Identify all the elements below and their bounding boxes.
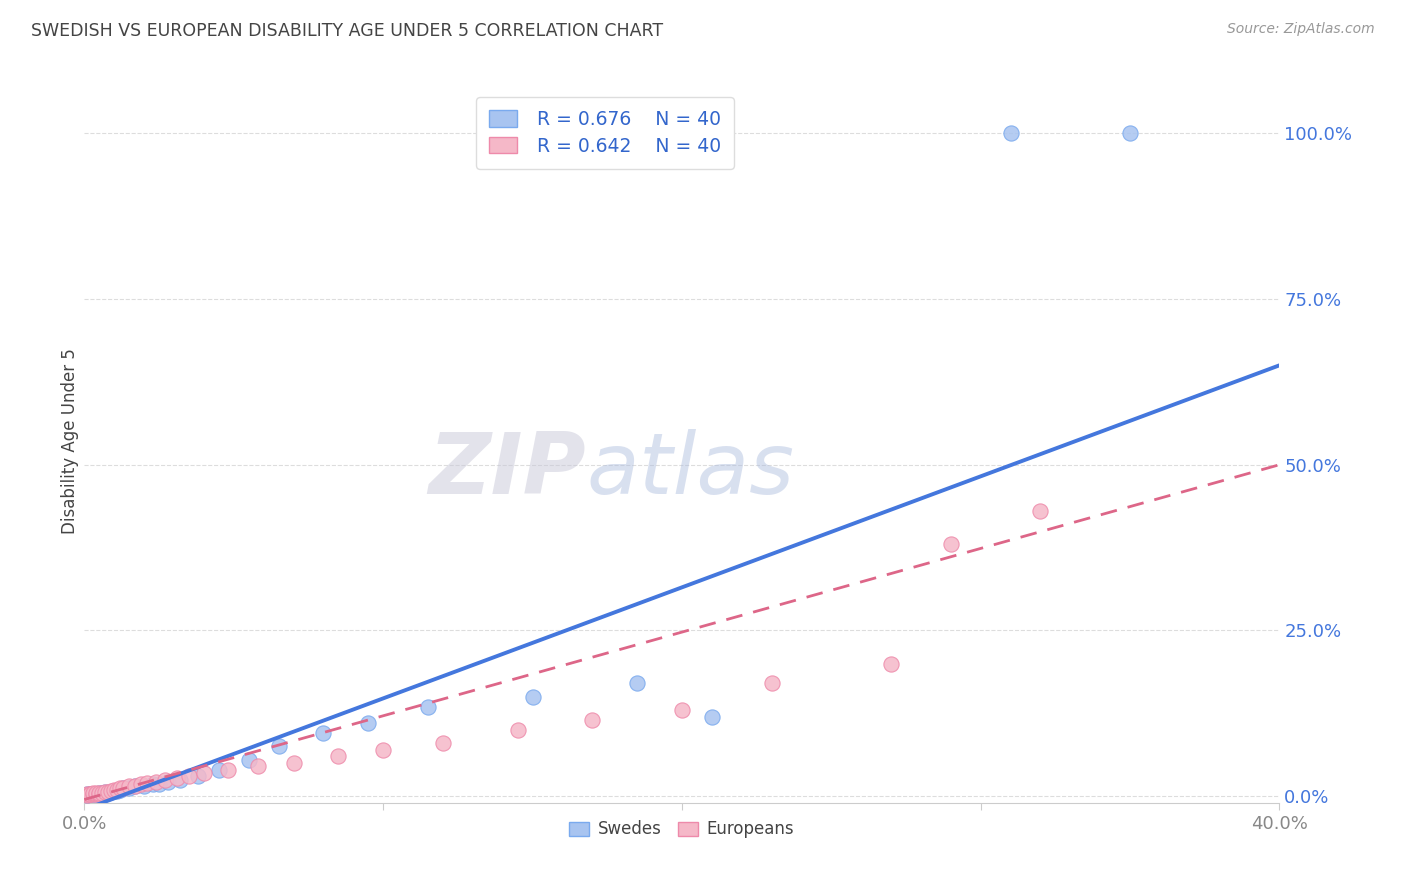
- Point: [169, 772, 191, 787]
- Point: [187, 769, 209, 783]
- Point: [105, 782, 128, 797]
- Point: [86, 787, 108, 801]
- Point: [112, 781, 135, 796]
- Point: [153, 772, 176, 787]
- Point: [416, 699, 439, 714]
- Point: [193, 766, 215, 780]
- Point: [82, 786, 104, 800]
- Point: [700, 709, 723, 723]
- Point: [118, 781, 141, 796]
- Point: [166, 771, 188, 785]
- Point: [94, 785, 117, 799]
- Text: SWEDISH VS EUROPEAN DISABILITY AGE UNDER 5 CORRELATION CHART: SWEDISH VS EUROPEAN DISABILITY AGE UNDER…: [31, 22, 664, 40]
- Point: [157, 774, 180, 789]
- Point: [217, 763, 239, 777]
- Text: ZIP: ZIP: [429, 429, 586, 512]
- Point: [76, 787, 98, 801]
- Point: [238, 753, 260, 767]
- Point: [89, 787, 111, 801]
- Point: [91, 787, 114, 801]
- Point: [91, 786, 114, 800]
- Point: [97, 786, 120, 800]
- Point: [94, 785, 117, 799]
- Point: [100, 785, 122, 799]
- Point: [312, 726, 335, 740]
- Point: [132, 779, 156, 793]
- Point: [86, 786, 108, 800]
- Point: [1029, 504, 1052, 518]
- Point: [522, 690, 544, 704]
- Point: [103, 784, 125, 798]
- Point: [145, 774, 167, 789]
- Point: [506, 723, 529, 737]
- Y-axis label: Disability Age Under 5: Disability Age Under 5: [62, 349, 80, 534]
- Point: [246, 759, 269, 773]
- Point: [89, 786, 111, 800]
- Point: [79, 787, 101, 801]
- Point: [283, 756, 305, 770]
- Point: [328, 749, 350, 764]
- Point: [91, 786, 114, 800]
- Point: [86, 787, 108, 801]
- Point: [124, 779, 146, 793]
- Point: [177, 769, 200, 783]
- Point: [129, 777, 152, 791]
- Point: [97, 784, 120, 798]
- Point: [76, 787, 98, 801]
- Point: [82, 787, 104, 801]
- Point: [373, 743, 395, 757]
- Point: [89, 786, 111, 800]
- Point: [82, 787, 104, 801]
- Point: [118, 779, 141, 793]
- Point: [79, 787, 101, 801]
- Point: [89, 787, 111, 801]
- Point: [112, 780, 135, 795]
- Point: [761, 676, 783, 690]
- Point: [581, 713, 603, 727]
- Point: [82, 787, 104, 801]
- Point: [124, 779, 146, 793]
- Point: [1000, 126, 1022, 140]
- Point: [110, 782, 132, 797]
- Point: [79, 787, 101, 801]
- Point: [105, 784, 128, 798]
- Point: [880, 657, 903, 671]
- Point: [208, 763, 231, 777]
- Point: [94, 786, 117, 800]
- Point: [939, 537, 962, 551]
- Point: [86, 787, 108, 801]
- Point: [267, 739, 290, 754]
- Point: [100, 784, 122, 798]
- Point: [103, 783, 125, 797]
- Legend: Swedes, Europeans: Swedes, Europeans: [562, 814, 801, 845]
- Point: [671, 703, 693, 717]
- Point: [1119, 126, 1142, 140]
- Point: [357, 716, 380, 731]
- Point: [79, 787, 101, 801]
- Point: [626, 676, 648, 690]
- Point: [76, 788, 98, 802]
- Point: [76, 788, 98, 802]
- Point: [136, 776, 159, 790]
- Text: Source: ZipAtlas.com: Source: ZipAtlas.com: [1227, 22, 1375, 37]
- Point: [110, 781, 132, 796]
- Point: [148, 777, 170, 791]
- Point: [142, 777, 165, 791]
- Point: [432, 736, 454, 750]
- Point: [89, 787, 111, 801]
- Text: atlas: atlas: [586, 429, 794, 512]
